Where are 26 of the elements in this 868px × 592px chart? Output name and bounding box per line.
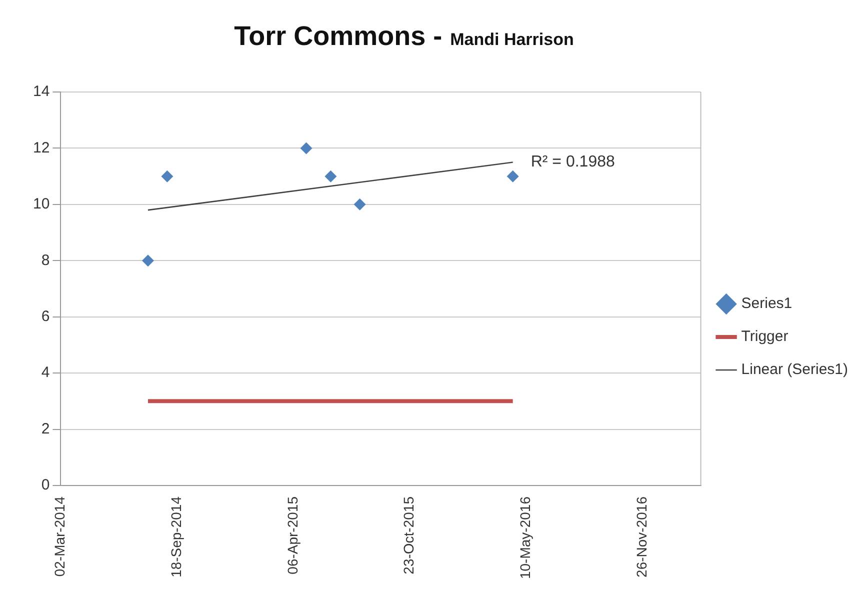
x-tick-label: 02-Mar-2014 <box>52 496 68 577</box>
x-tick-label: 23-Oct-2015 <box>400 496 417 574</box>
legend-label: Series1 <box>741 295 792 312</box>
x-tick-label: 06-Apr-2015 <box>284 496 300 574</box>
legend-label: Linear (Series1) <box>741 361 848 378</box>
y-tick-label: 2 <box>41 420 50 438</box>
annotation: R² = 0.1988 <box>530 154 615 171</box>
y-tick-label: 12 <box>32 139 50 156</box>
y-tick-label: 6 <box>41 308 50 326</box>
y-tick-label: 10 <box>32 196 50 213</box>
point <box>324 170 337 182</box>
x-tick-label: 10-May-2016 <box>517 496 534 580</box>
point <box>300 142 312 154</box>
point <box>142 254 154 267</box>
y-tick-label: 0 <box>41 476 50 494</box>
x-tick-label: 18-Sep-2014 <box>168 496 184 578</box>
point <box>506 170 519 182</box>
point <box>354 198 366 210</box>
chart-title: Torr Commons - <box>234 21 442 52</box>
chart-subtitle: Mandi Harrison <box>450 30 574 51</box>
x-tick-label: 26-Nov-2016 <box>633 496 650 578</box>
y-tick-label: 14 <box>32 83 50 100</box>
point <box>161 170 174 182</box>
legend-label: Trigger <box>741 328 788 346</box>
y-tick-label: 8 <box>41 252 50 269</box>
y-tick-label: 4 <box>41 364 50 382</box>
